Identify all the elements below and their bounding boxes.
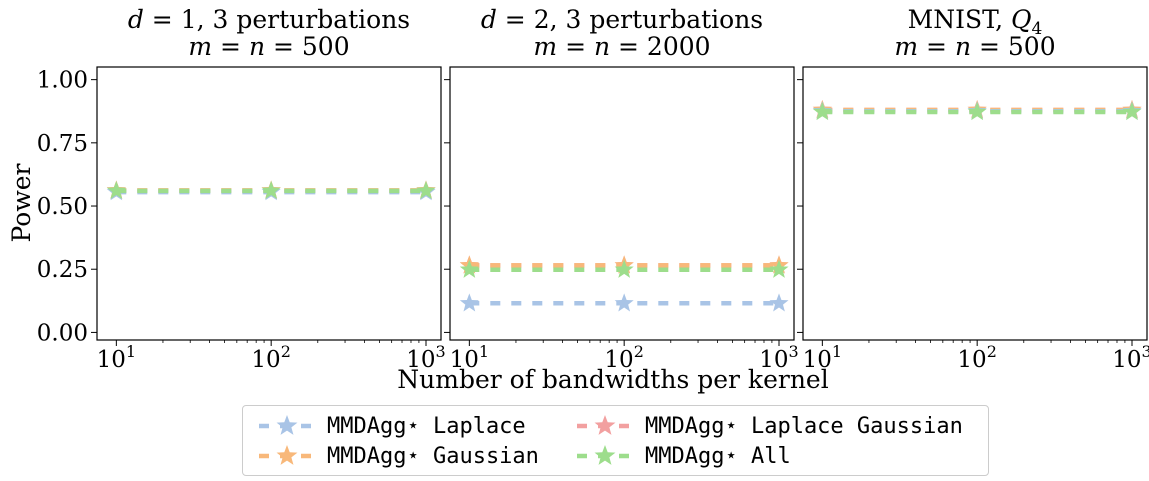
legend-swatch-laplace-icon [259,415,315,435]
x-tick-label: 102 [604,342,643,373]
panel-title-line2: m = n = 500 [188,32,349,61]
x-tick-label: 102 [251,342,290,373]
legend-swatch-all-icon [577,445,633,465]
data-point-star [106,180,126,199]
panel-title-line1: d = 1, 3 perturbations [128,5,410,34]
x-tick-label: 103 [759,342,798,373]
legend-swatch-laplace-gaussian-icon [577,415,633,435]
x-tick-label: 101 [450,342,489,373]
y-axis-label: Power [7,163,36,242]
legend-label-gaussian: MMDAgg⋆ Gaussian [327,443,539,469]
data-point-star [614,259,634,278]
x-tick-label: 101 [97,342,136,373]
legend-label-all: MMDAgg⋆ All [645,443,791,469]
legend-item-laplace-gaussian: MMDAgg⋆ Laplace Gaussian [575,412,963,440]
y-tick-label: 1.00 [37,68,88,94]
legend-label-laplace-gaussian: MMDAgg⋆ Laplace Gaussian [645,413,963,439]
panel-title-line2: m = n = 500 [894,32,1055,61]
panel-3: MNIST, Q4m = n = 500 101 102 103 [797,5,1149,373]
x-axis-label: Number of bandwidths per kernel [397,365,828,394]
y-tick-label: 0.75 [37,131,88,157]
data-point-star [769,293,789,312]
axes-frame [449,66,795,341]
panel-title-line2: m = n = 2000 [533,32,710,61]
axes-frame [802,66,1148,341]
legend-swatch-star-icon [594,415,616,435]
panel-title-line1: MNIST, Q4 [908,5,1043,39]
data-point-star [261,180,281,199]
x-tick-label: 103 [1112,342,1149,373]
data-point-star [459,293,479,312]
legend-label-laplace: MMDAgg⋆ Laplace [327,413,526,439]
data-point-star [967,101,987,121]
legend-swatch-star-icon [594,445,616,465]
data-point-star [459,259,479,278]
data-point-star [614,293,634,312]
legend-swatch-star-icon [276,415,298,435]
data-point-star [416,180,436,199]
data-point-star [769,259,789,278]
legend-item-laplace: MMDAgg⋆ Laplace [257,412,526,440]
x-tick-label: 103 [406,342,445,373]
legend-swatch-gaussian-icon [259,445,315,465]
panel-title-line1: d = 2, 3 perturbations [481,5,763,34]
y-tick-label: 0.25 [37,257,88,283]
y-tick-label: 0.50 [37,194,88,220]
legend-item-all: MMDAgg⋆ All [575,442,791,470]
legend-swatch-star-icon [276,445,298,465]
axes-frame [96,66,442,341]
legend-item-gaussian: MMDAgg⋆ Gaussian [257,442,539,470]
data-point-star [812,101,832,121]
y-tick-label: 0.00 [37,320,88,346]
legend: MMDAgg⋆ Laplace MMDAgg⋆ Gaussian MMDAgg⋆… [242,405,989,476]
data-point-star [1122,101,1142,121]
x-tick-label: 101 [803,342,842,373]
x-tick-label: 102 [957,342,996,373]
